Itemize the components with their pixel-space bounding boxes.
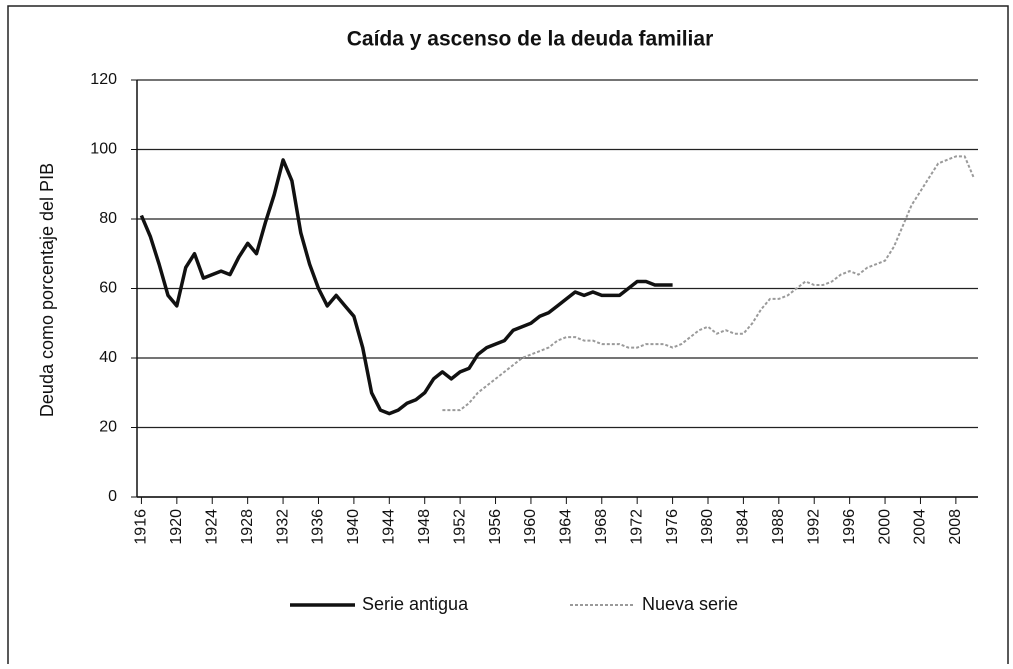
x-tick-label: 1920 (168, 509, 185, 545)
x-tick-label: 1928 (239, 509, 256, 545)
x-tick-label: 1952 (451, 509, 468, 545)
x-tick-label: 1984 (735, 509, 752, 545)
y-tick-label: 60 (99, 280, 117, 297)
x-tick-label: 1948 (416, 509, 433, 545)
x-tick-label: 1996 (841, 509, 858, 545)
x-tick-label: 1924 (203, 509, 220, 545)
y-tick-label: 100 (90, 141, 117, 158)
x-tick-label: 1956 (487, 509, 504, 545)
x-tick-label: 2008 (947, 509, 964, 545)
y-tick-label: 40 (99, 349, 117, 366)
y-tick-label: 0 (108, 488, 117, 505)
x-tick-label: 2004 (912, 509, 929, 545)
x-tick-label: 1936 (310, 509, 327, 545)
x-tick-label: 1992 (805, 509, 822, 545)
chart-title: Caída y ascenso de la deuda familiar (347, 28, 714, 51)
x-tick-label: 1964 (558, 509, 575, 545)
x-tick-label: 1944 (381, 509, 398, 545)
x-tick-label: 1972 (628, 509, 645, 545)
x-tick-label: 1932 (274, 509, 291, 545)
x-tick-label: 1976 (664, 509, 681, 545)
x-tick-label: 2000 (876, 509, 893, 545)
x-tick-label: 1980 (699, 509, 716, 545)
series-line (442, 155, 975, 412)
legend-label: Serie antigua (362, 594, 469, 614)
frame (7, 5, 1009, 669)
legend-label: Nueva serie (642, 594, 738, 614)
x-tick-label: 1988 (770, 509, 787, 545)
x-tick-label: 1960 (522, 509, 539, 545)
series-line (139, 158, 673, 416)
y-tick-label: 80 (99, 210, 117, 227)
y-tick-label: 20 (99, 419, 117, 436)
x-tick-label: 1916 (133, 509, 150, 545)
x-tick-label: 1940 (345, 509, 362, 545)
y-axis-label: Deuda como porcentaje del PIB (37, 163, 57, 417)
x-tick-label: 1968 (593, 509, 610, 545)
y-tick-label: 120 (90, 71, 117, 88)
